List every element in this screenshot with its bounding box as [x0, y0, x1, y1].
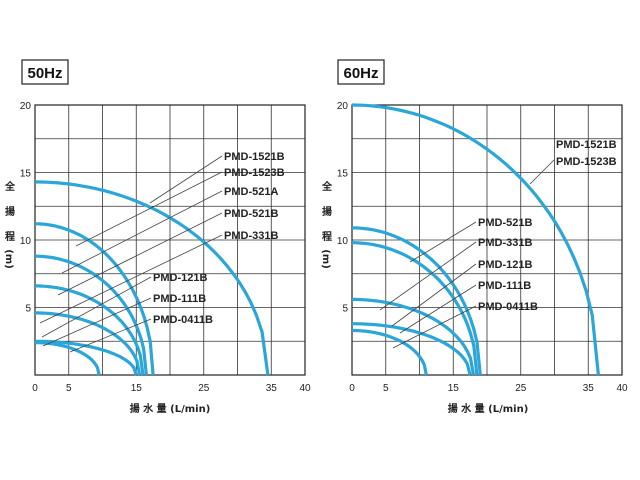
curve-PMD-0411B — [351, 328, 428, 376]
series-label: PMD-331B — [478, 237, 532, 249]
series-label: PMD-331B — [224, 230, 278, 242]
series-label: PMD-521A — [224, 186, 278, 198]
plot-frame — [351, 104, 623, 376]
x-axis-title: 揚 水 量 (L/min) — [448, 402, 529, 415]
y-axis-title-char: 全 — [321, 180, 333, 193]
leader-line — [392, 305, 477, 349]
x-axis-title: 揚 水 量 (L/min) — [130, 402, 211, 415]
leader-line — [399, 284, 477, 334]
x-tick-label: 0 — [349, 383, 355, 394]
frequency-badge — [21, 59, 69, 85]
x-tick-label: 35 — [266, 383, 278, 394]
chart-title: 60Hz — [343, 65, 378, 82]
curve-PMD-521A — [35, 222, 155, 376]
x-tick-label: 0 — [32, 383, 38, 394]
x-tick-label: 40 — [616, 383, 628, 394]
x-tick-label: 25 — [198, 383, 210, 394]
series-label: PMD-111B — [153, 293, 206, 305]
curve-PMD-111B — [35, 339, 138, 376]
y-tick-label: 5 — [342, 304, 348, 315]
curve-PMD-331B — [352, 241, 479, 376]
y-axis-title-char: 程 — [5, 230, 15, 243]
y-tick-label: 15 — [337, 169, 349, 180]
series-label: PMD-521B — [478, 217, 532, 229]
leader-line — [391, 263, 477, 327]
curve-PMD-331B — [35, 284, 145, 376]
series-label: PMD-1523B — [224, 167, 285, 179]
x-tick-label: 5 — [383, 383, 389, 394]
series-label: PMD-121B — [153, 272, 207, 284]
leader-line — [57, 212, 223, 296]
x-tick-label: 15 — [131, 383, 143, 394]
y-tick-label: 20 — [20, 101, 32, 112]
curve-PMD-121B — [35, 311, 142, 376]
leader-line — [69, 318, 152, 353]
y-tick-label: 15 — [20, 169, 32, 180]
x-tick-label: 35 — [583, 383, 595, 394]
frequency-badge — [337, 59, 385, 85]
leader-line — [41, 276, 152, 338]
series-label: PMD-521B — [224, 208, 278, 220]
y-axis-title-char: 程 — [322, 230, 332, 243]
leader-line — [379, 241, 477, 311]
x-tick-label: 25 — [515, 383, 527, 394]
y-tick-label: 10 — [20, 236, 32, 247]
y-tick-label: 20 — [337, 101, 349, 112]
y-axis-title-char: 揚 — [5, 205, 15, 218]
curve-PMD-1521B-PMD-1523B — [351, 103, 600, 376]
curve-PMD-111B — [352, 322, 472, 376]
series-label: PMD-1523B — [556, 156, 617, 168]
y-axis-title-char: 揚 — [322, 205, 332, 218]
x-tick-label: 15 — [448, 383, 460, 394]
x-tick-label: 40 — [299, 383, 311, 394]
curve-PMD-521B — [351, 226, 482, 376]
curve-PMD-121B — [352, 297, 476, 376]
plot-frame — [34, 104, 306, 376]
leader-line — [409, 221, 477, 263]
series-label: PMD-0411B — [478, 301, 538, 313]
series-label: PMD-0411B — [153, 314, 213, 326]
leader-line — [75, 171, 223, 247]
leader-line — [149, 155, 223, 204]
chart-panel-50Hz: 50Hz 0 5 15 25 35 40 5 10 15 20 全揚程 (m) 揚 水 量 (L/min)… — [3, 59, 311, 415]
curve-PMD-521B — [35, 254, 148, 376]
leader-line — [42, 297, 152, 347]
chart-title: 50Hz — [27, 65, 62, 82]
y-tick-label: 10 — [337, 236, 349, 247]
series-label: PMD-121B — [478, 259, 532, 271]
leader-line — [61, 190, 223, 274]
y-axis-unit: (m) — [320, 249, 331, 269]
curve-PMD-0411B — [35, 341, 101, 376]
series-label: PMD-1521B — [556, 139, 617, 151]
series-label: PMD-111B — [478, 280, 531, 292]
chart-panel-60Hz: 60Hz 0 5 15 25 35 40 5 10 15 20 全揚程 (m) 揚 水 量 (L/min)… — [320, 59, 628, 415]
leader-line — [529, 159, 555, 185]
leader-line — [39, 234, 223, 324]
series-label: PMD-1521B — [224, 151, 285, 163]
y-axis-unit: (m) — [3, 249, 14, 269]
y-axis-title-char: 全 — [4, 180, 16, 193]
y-tick-label: 5 — [25, 304, 31, 315]
x-tick-label: 5 — [66, 383, 72, 394]
